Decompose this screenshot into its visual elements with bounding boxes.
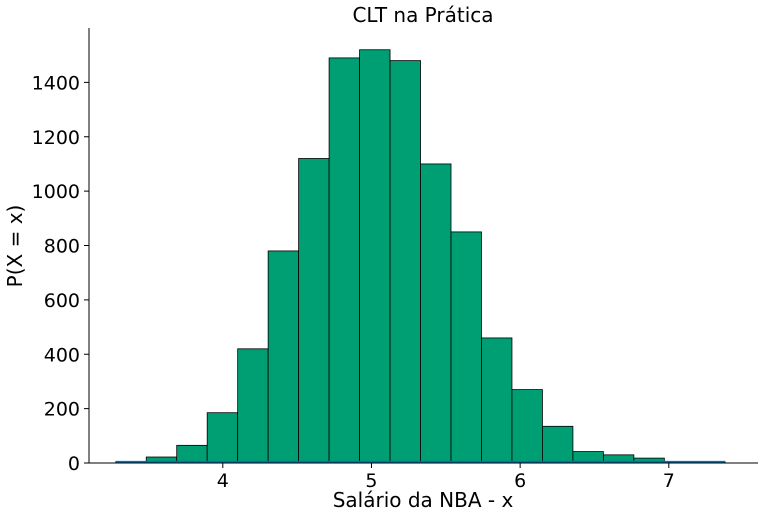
y-tick-label: 600: [44, 290, 80, 312]
y-tick-label: 200: [44, 399, 80, 421]
y-tick-label: 1000: [32, 181, 80, 203]
x-tick-label: 7: [663, 470, 675, 492]
histogram-bar-6: [298, 158, 330, 464]
y-tick-label: 0: [68, 453, 80, 475]
histogram-bar-14: [542, 425, 574, 464]
y-tick-label: 400: [44, 344, 80, 366]
x-ticks-group: 4 5 6 7: [217, 463, 675, 492]
x-tick-label: 5: [365, 470, 377, 492]
x-tick-label: 6: [514, 470, 526, 492]
y-tick-label: 1400: [32, 72, 80, 94]
histogram-bar-3: [206, 412, 239, 464]
histogram-bar-8: [359, 49, 391, 464]
histogram-bar-4: [237, 348, 269, 464]
histogram-bar-12: [481, 337, 513, 464]
y-tick-label: 800: [44, 236, 80, 258]
bars-group: [115, 49, 726, 464]
x-axis-title: Salário da NBA - x: [333, 488, 514, 512]
x-tick-label: 4: [217, 470, 229, 492]
y-ticks-group: 0 200 400 600 800 1000 1200 1400: [32, 72, 89, 475]
y-axis-title: P(X = x): [3, 205, 27, 288]
histogram-bar-2: [176, 444, 208, 464]
histogram-bar-5: [267, 250, 300, 464]
y-tick-label: 1200: [32, 127, 80, 149]
chart-title: CLT na Prática: [352, 3, 493, 27]
histogram-bar-7: [328, 57, 360, 464]
histogram-bar-9: [389, 60, 421, 464]
histogram-bar-10: [420, 163, 452, 464]
histogram-bar-13: [511, 389, 543, 464]
histogram-bar-11: [450, 231, 482, 464]
